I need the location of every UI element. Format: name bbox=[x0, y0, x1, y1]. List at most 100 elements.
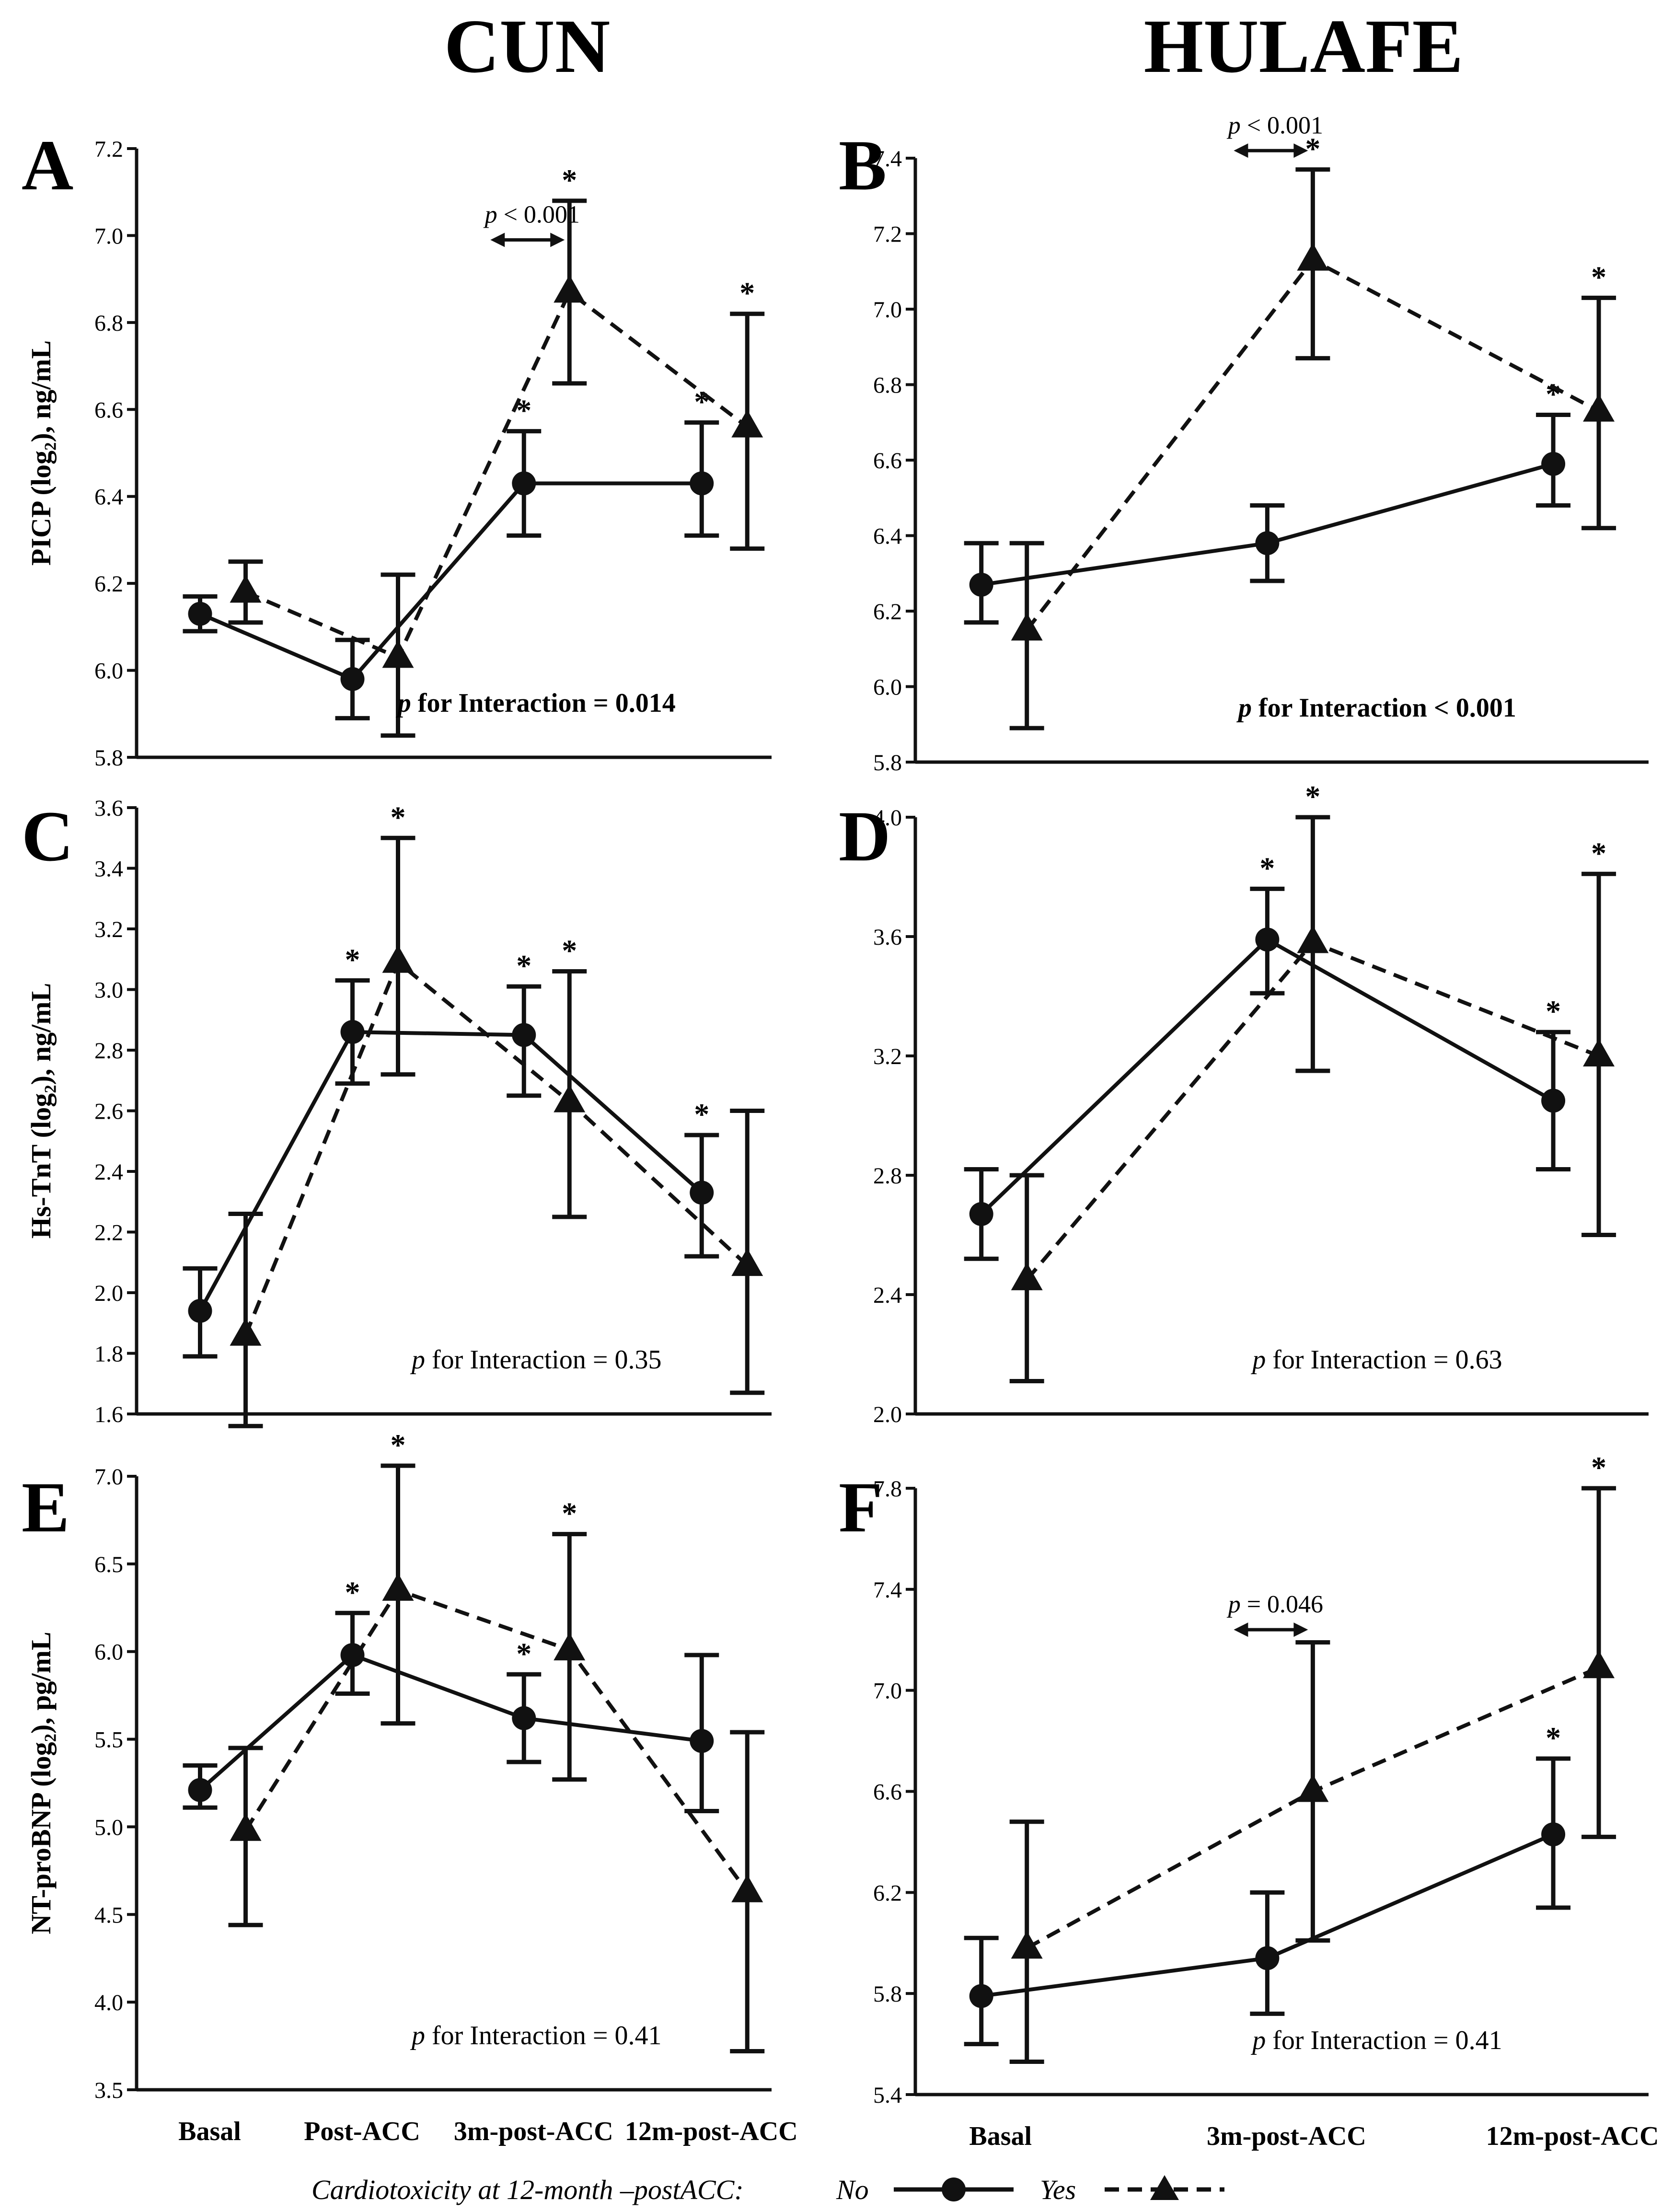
y-tick-label: 6.4 bbox=[873, 524, 902, 549]
series-yes: ** bbox=[228, 163, 765, 738]
panel-letter: A bbox=[22, 126, 73, 205]
data-point bbox=[1583, 394, 1615, 422]
series-line bbox=[244, 289, 749, 660]
data-point bbox=[1583, 1650, 1615, 1679]
panel-c: C 1.6 1.8 2.0 2.2 2.4 2.6 2.8 3.0 3.2 3.4 3.6 Hs-TnT… bbox=[22, 796, 772, 1428]
y-tick-label: 3.2 bbox=[94, 917, 123, 942]
y-tick-label: 2.4 bbox=[94, 1159, 123, 1185]
significance-star: * bbox=[345, 1575, 360, 1609]
panel-d: D2.02.42.83.23.64.0****p for Interaction… bbox=[839, 779, 1649, 1427]
data-point bbox=[340, 1020, 365, 1044]
interaction-p-value: p for Interaction = 0.41 bbox=[410, 2021, 661, 2050]
x-tick-label: 3m-post-ACC bbox=[454, 2117, 613, 2146]
data-point bbox=[1297, 1774, 1329, 1802]
y-tick-label: 5.8 bbox=[94, 745, 123, 771]
data-point bbox=[690, 471, 714, 496]
panel-letter: B bbox=[839, 126, 887, 205]
data-point bbox=[969, 1202, 993, 1226]
y-tick-label: 6.6 bbox=[94, 397, 123, 423]
comparison-arrowhead-left bbox=[1234, 143, 1248, 158]
y-tick-label: 6.5 bbox=[94, 1552, 123, 1577]
significance-star: * bbox=[739, 276, 755, 310]
series-yes: ** bbox=[1009, 779, 1616, 1384]
x-tick-label: Basal bbox=[178, 2117, 241, 2146]
data-point bbox=[731, 409, 763, 438]
y-tick-label: 6.8 bbox=[873, 373, 902, 398]
panel-letter: D bbox=[839, 797, 890, 876]
y-tick-label: 5.0 bbox=[94, 1815, 123, 1840]
y-tick-label: 6.6 bbox=[873, 1780, 902, 1805]
data-point bbox=[1541, 1089, 1566, 1113]
y-tick-label: 3.6 bbox=[873, 925, 902, 950]
series-no: ** bbox=[183, 385, 719, 720]
series-no: * bbox=[964, 1721, 1571, 2047]
y-tick-label: 2.4 bbox=[873, 1283, 902, 1308]
significance-star: * bbox=[1259, 851, 1275, 885]
significance-star: * bbox=[562, 934, 577, 968]
y-tick-label: 7.0 bbox=[873, 297, 902, 323]
comparison-p-value: p < 0.001 bbox=[1226, 112, 1323, 139]
y-axis-label: Hs-TnT (log₂), ng/mL bbox=[25, 983, 57, 1239]
series-no: ** bbox=[183, 1575, 719, 1814]
y-tick-label: 7.4 bbox=[873, 1577, 902, 1603]
y-tick-label: 6.2 bbox=[94, 571, 123, 597]
series-yes: * bbox=[1009, 1450, 1616, 2064]
significance-star: * bbox=[694, 385, 709, 419]
x-tick-label: Post-ACC bbox=[304, 2117, 420, 2146]
significance-star: * bbox=[516, 1636, 531, 1670]
data-point bbox=[969, 1984, 993, 2008]
y-tick-label: 4.5 bbox=[94, 1902, 123, 1928]
series-line bbox=[244, 1587, 749, 1893]
legend-title: Cardiotoxicity at 12-month –postACC: bbox=[312, 2174, 744, 2205]
y-tick-label: 7.0 bbox=[873, 1679, 902, 1704]
data-point bbox=[188, 602, 212, 626]
data-point bbox=[382, 1573, 414, 1601]
data-point bbox=[1541, 452, 1566, 476]
comparison-arrowhead-right bbox=[1293, 1622, 1308, 1637]
data-point bbox=[512, 1023, 536, 1047]
y-tick-label: 6.2 bbox=[873, 599, 902, 625]
y-axis-label: PICP (log₂), ng/mL bbox=[25, 340, 57, 566]
column-title-cun: CUN bbox=[444, 3, 611, 89]
data-point bbox=[188, 1298, 212, 1323]
significance-star: * bbox=[1546, 994, 1561, 1028]
y-tick-label: 6.0 bbox=[873, 675, 902, 700]
significance-star: * bbox=[694, 1097, 709, 1131]
series-line bbox=[198, 1030, 703, 1312]
y-tick-label: 7.2 bbox=[873, 222, 902, 247]
data-point bbox=[1255, 1946, 1280, 1970]
data-point bbox=[1255, 531, 1280, 556]
data-point bbox=[382, 945, 414, 973]
data-point bbox=[1541, 1822, 1566, 1847]
data-point bbox=[554, 275, 586, 303]
panel-a: A 5.8 6.0 6.2 6.4 6.6 6.8 7.0 7.2 PICP (log₂), ng… bbox=[22, 126, 772, 771]
y-tick-label: 3.4 bbox=[94, 857, 123, 882]
significance-star: * bbox=[391, 1428, 406, 1462]
y-tick-label: 6.0 bbox=[94, 659, 123, 684]
significance-star: * bbox=[1546, 377, 1561, 411]
y-tick-label: 3.6 bbox=[94, 796, 123, 821]
comparison-p-value: p = 0.046 bbox=[1226, 1591, 1323, 1618]
y-tick-label: 4.0 bbox=[94, 1990, 123, 2015]
series-no: * bbox=[964, 377, 1571, 625]
significance-star: * bbox=[1546, 1721, 1561, 1755]
data-point bbox=[554, 1633, 586, 1661]
y-tick-label: 5.8 bbox=[873, 750, 902, 776]
data-point bbox=[1011, 1931, 1043, 1959]
data-point bbox=[690, 1181, 714, 1205]
comparison-arrowhead-right bbox=[1293, 143, 1308, 158]
data-point bbox=[1011, 613, 1043, 641]
y-tick-label: 2.6 bbox=[94, 1099, 123, 1124]
data-point bbox=[230, 575, 262, 603]
interaction-p-value: p for Interaction = 0.35 bbox=[410, 1345, 661, 1375]
significance-star: * bbox=[562, 163, 577, 197]
data-point bbox=[1297, 243, 1329, 271]
panel-e: E 3.5 4.0 4.5 5.0 5.5 6.0 6.5 7.0 NT-proBNP (log₂… bbox=[22, 1428, 798, 2146]
series-yes: ** bbox=[228, 800, 765, 1428]
series-line bbox=[199, 481, 702, 682]
interaction-p-value: p for Interaction = 0.63 bbox=[1250, 1345, 1502, 1375]
y-tick-label: 1.6 bbox=[94, 1402, 123, 1427]
data-point bbox=[1297, 925, 1329, 953]
